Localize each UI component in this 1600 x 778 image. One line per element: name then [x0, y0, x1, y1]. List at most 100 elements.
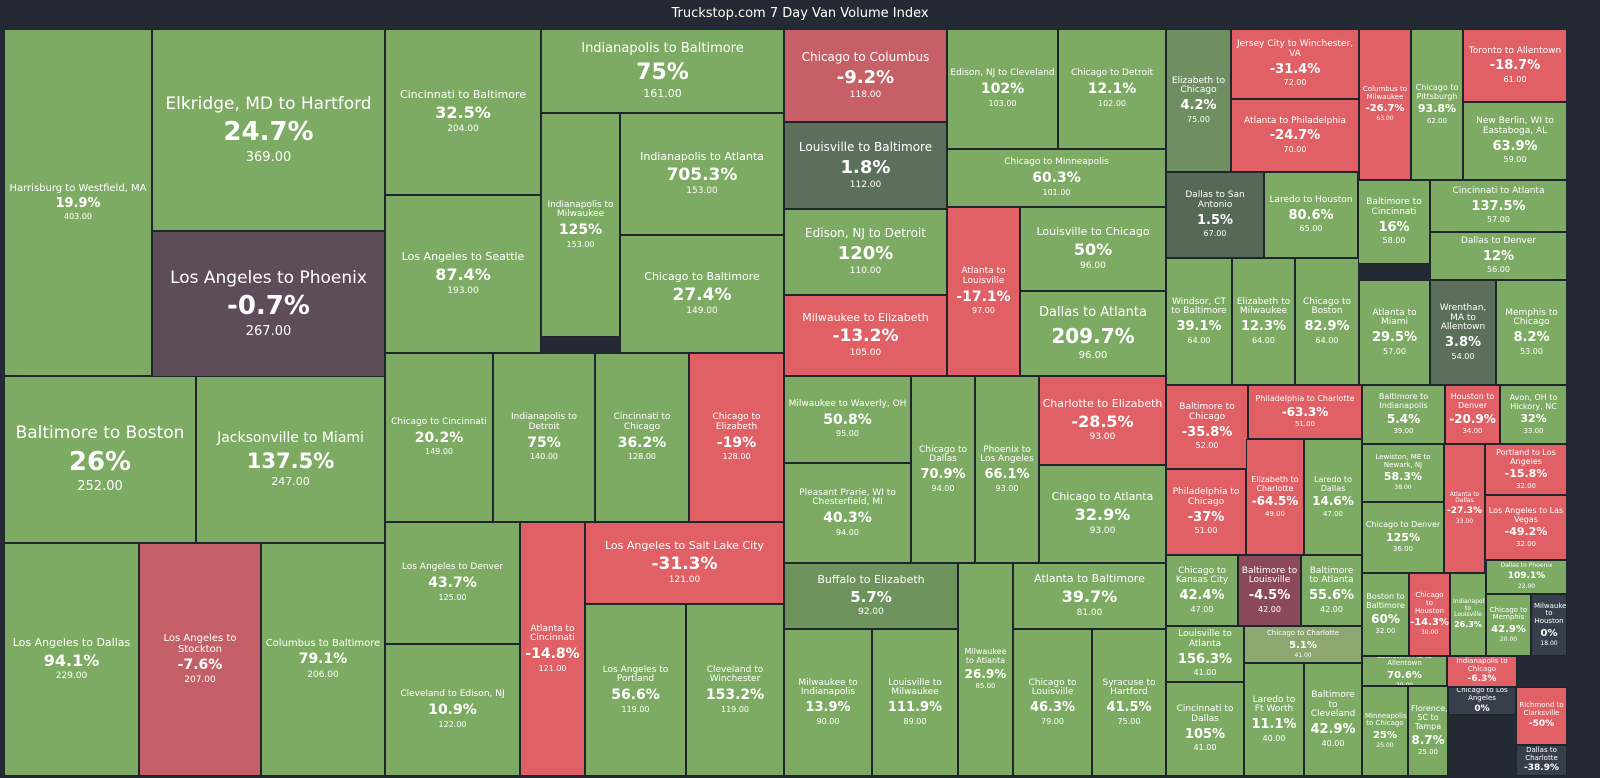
tile-minneapolis-to-chicago[interactable]: Minneapolis to Chicago 25% 25.00: [1362, 686, 1408, 776]
tile-toronto-to-allentown[interactable]: Toronto to Allentown -18.7% 61.00: [1463, 29, 1567, 102]
tile-chicago-to-pittsburgh[interactable]: Chicago to Pittsburgh 93.8% 62.00: [1411, 29, 1463, 180]
tile-jersey-city-to-winchester-va[interactable]: Jersey City to Winchester, VA -31.4% 72.00: [1231, 29, 1359, 99]
tile-chicago-to-cincinnati[interactable]: Chicago to Cincinnati 20.2% 149.00: [385, 353, 493, 522]
tile-cleveland-to-winchester[interactable]: Cleveland to Winchester 153.2% 119.00: [686, 604, 784, 776]
tile-baltimore-to-cincinnati[interactable]: Baltimore to Cincinnati 16% 58.00: [1358, 180, 1430, 264]
tile-lewiston-me-to-newark-nj[interactable]: Lewiston, ME to Newark, NJ 58.3% 38.00: [1362, 444, 1444, 502]
tile-milwaukee-to-atlanta[interactable]: Milwaukee to Atlanta 26.9% 85.00: [958, 563, 1013, 776]
tile-atlanta-to-cincinnati[interactable]: Atlanta to Cincinnati -14.8% 121.00: [520, 522, 585, 776]
tile-baltimore-to-louisville[interactable]: Baltimore to Louisville -4.5% 42.00: [1238, 555, 1301, 626]
tile-atlanta-to-louisville[interactable]: Atlanta to Louisville -17.1% 97.00: [947, 207, 1020, 376]
tile-los-angeles-to-las-vegas[interactable]: Los Angeles to Las Vegas -49.2% 32.00: [1485, 495, 1567, 560]
tile-indianapolis-to-baltimore[interactable]: Indianapolis to Baltimore 75% 161.00: [541, 29, 784, 113]
tile-pleasant-prarie-wi-to-chesterfield-mi[interactable]: Pleasant Prarie, WI to Chesterfield, MI 4…: [784, 463, 911, 563]
tile-indianapolis-to-detroit[interactable]: Indianapolis to Detroit 75% 140.00: [493, 353, 595, 522]
tile-louisville-to-baltimore[interactable]: Louisville to Baltimore 1.8% 112.00: [784, 122, 947, 209]
tile-philadelphia-to-chicago[interactable]: Philadelphia to Chicago -37% 51.00: [1166, 469, 1246, 555]
tile-windsor-ct-to-baltimore[interactable]: Windsor, CT to Baltimore 39.1% 64.00: [1166, 258, 1232, 385]
tile-baltimore-to-boston[interactable]: Baltimore to Boston 26% 252.00: [4, 376, 196, 543]
tile-los-angeles-to-stockton[interactable]: Los Angeles to Stockton -7.6% 207.00: [139, 543, 261, 776]
tile-chicago-to-kansas-city[interactable]: Chicago to Kansas City 42.4% 47.00: [1166, 555, 1238, 626]
tile-milwaukee-to-waverly-oh[interactable]: Milwaukee to Waverly, OH 50.8% 95.00: [784, 376, 911, 463]
tile-phoenix-to-los-angeles[interactable]: Phoenix to Los Angeles 66.1% 93.00: [975, 376, 1039, 563]
tile-charlotte-to-elizabeth[interactable]: Charlotte to Elizabeth -28.5% 93.00: [1039, 376, 1166, 465]
tile-los-angeles-to-denver[interactable]: Los Angeles to Denver 43.7% 125.00: [385, 522, 520, 644]
tile-dallas-to-charlotte[interactable]: Dallas to Charlotte -38.9%: [1516, 745, 1567, 776]
tile-buffalo-to-elizabeth[interactable]: Buffalo to Elizabeth 5.7% 92.00: [784, 563, 958, 629]
tile-dallas-to-phoenix[interactable]: Dallas to Phoenix 109.1% 22.00: [1486, 560, 1567, 594]
tile-atlanta-to-dallas[interactable]: Atlanta to Dallas -27.3% 33.00: [1444, 444, 1485, 573]
tile-baltimore-to-chicago[interactable]: Baltimore to Chicago -35.8% 52.00: [1166, 385, 1248, 469]
tile-elizabeth-to-chicago[interactable]: Elizabeth to Chicago 4.2% 75.00: [1166, 29, 1231, 172]
tile-laredo-to-ft-worth[interactable]: Laredo to Ft Worth 11.1% 40.00: [1244, 663, 1304, 776]
tile-chicago-to-denver[interactable]: Chicago to Denver 125% 36.00: [1362, 502, 1444, 573]
tile-chicago-to-dallas[interactable]: Chicago to Dallas 70.9% 94.00: [911, 376, 975, 563]
tile-chicago-to-los-angeles[interactable]: Chicago to Los Angeles 0%: [1448, 687, 1516, 715]
tile-milwaukee-to-indianapolis[interactable]: Milwaukee to Indianapolis 13.9% 90.00: [784, 629, 872, 776]
tile-chicago-to-charlotte[interactable]: Chicago to Charlotte 5.1% 41.00: [1244, 626, 1362, 663]
tile-new-berlin-wi-to-eastaboga-al[interactable]: New Berlin, WI to Eastaboga, AL 63.9% 59.0…: [1463, 102, 1567, 180]
tile-chicago-to-columbus[interactable]: Chicago to Columbus -9.2% 118.00: [784, 29, 947, 122]
tile-louisville-to-milwaukee[interactable]: Louisville to Milwaukee 111.9% 89.00: [872, 629, 958, 776]
tile-indianapolis-to-atlanta[interactable]: Indianapolis to Atlanta 705.3% 153.00: [620, 113, 784, 235]
tile-dallas-to-atlanta[interactable]: Dallas to Atlanta 209.7% 96.00: [1020, 291, 1166, 376]
tile-avon-oh-to-hickory-nc[interactable]: Avon, OH to Hickory, NC 32% 33.00: [1500, 385, 1567, 444]
tile-cincinnati-to-atlanta[interactable]: Cincinnati to Atlanta 137.5% 57.00: [1430, 180, 1567, 232]
tile-wrenthan-ma-to-allentown[interactable]: Wrenthan, MA to Allentown 3.8% 54.00: [1430, 280, 1496, 385]
tile-elkridge-md-to-hartford[interactable]: Elkridge, MD to Hartford 24.7% 369.00: [152, 29, 385, 231]
tile-richmond-to-clarksville[interactable]: Richmond to Clarksville -50%: [1516, 687, 1567, 745]
tile-chicago-to-atlanta[interactable]: Chicago to Atlanta 32.9% 93.00: [1039, 465, 1166, 563]
tile-chicago-to-louisville[interactable]: Chicago to Louisville 46.3% 79.00: [1013, 629, 1092, 776]
tile-portland-to-los-angeles[interactable]: Portland to Los Angeles -15.8% 32.00: [1485, 444, 1567, 495]
tile-edison-nj-to-detroit[interactable]: Edison, NJ to Detroit 120% 110.00: [784, 209, 947, 295]
tile-baltimore-to-indianapolis[interactable]: Baltimore to Indianapolis 5.4% 39.00: [1362, 385, 1445, 444]
tile-louisville-to-atlanta[interactable]: Louisville to Atlanta 156.3% 41.00: [1166, 626, 1244, 682]
tile-los-angeles-to-seattle[interactable]: Los Angeles to Seattle 87.4% 193.00: [385, 195, 541, 353]
tile-change-percent: 63.9%: [1492, 138, 1538, 154]
tile-los-angeles-to-dallas[interactable]: Los Angeles to Dallas 94.1% 229.00: [4, 543, 139, 776]
tile-cincinnati-to-dallas[interactable]: Cincinnati to Dallas 105% 41.00: [1166, 682, 1244, 776]
tile-los-angeles-to-phoenix[interactable]: Los Angeles to Phoenix -0.7% 267.00: [152, 231, 385, 377]
tile-louisville-to-chicago[interactable]: Louisville to Chicago 50% 96.00: [1020, 207, 1166, 291]
tile-laredo-to-dallas[interactable]: Laredo to Dallas 14.6% 47.00: [1304, 439, 1362, 555]
tile-cleveland-to-edison-nj[interactable]: Cleveland to Edison, NJ 10.9% 122.00: [385, 644, 520, 776]
tile-harrisburg-to-westfield-ma[interactable]: Harrisburg to Westfield, MA 19.9% 403.00: [4, 29, 152, 376]
tile-milwaukee-to-elizabeth[interactable]: Milwaukee to Elizabeth -13.2% 105.00: [784, 295, 947, 376]
tile-baltimore-to-atlanta[interactable]: Baltimore to Atlanta 55.6% 42.00: [1301, 555, 1362, 626]
tile-chicago-to-boston[interactable]: Chicago to Boston 82.9% 64.00: [1295, 258, 1359, 385]
tile-indianapolis-to-milwaukee[interactable]: Indianapolis to Milwaukee 125% 153.00: [541, 113, 620, 337]
tile-chicago-to-elizabeth[interactable]: Chicago to Elizabeth -19% 128.00: [689, 353, 784, 522]
tile-chicago-to-minneapolis[interactable]: Chicago to Minneapolis 60.3% 101.00: [947, 149, 1166, 207]
tile-chicago-to-houston[interactable]: Chicago to Houston -14.3% 30.00: [1409, 573, 1450, 656]
tile-florence-sc-to-tampa[interactable]: Florence, SC to Tampa 8.7% 25.00: [1408, 686, 1448, 776]
tile-cincinnati-to-chicago[interactable]: Cincinnati to Chicago 36.2% 128.00: [595, 353, 689, 522]
tile-houston-to-denver[interactable]: Houston to Denver -20.9% 34.00: [1445, 385, 1500, 444]
tile-cincinnati-to-baltimore[interactable]: Cincinnati to Baltimore 32.5% 204.00: [385, 29, 541, 195]
tile-columbus-to-milwaukee[interactable]: Columbus to Milwaukee -26.7% 63.00: [1359, 29, 1411, 180]
tile-dallas-to-san-antonio[interactable]: Dallas to San Antonio 1.5% 67.00: [1166, 172, 1264, 258]
tile-columbus-to-baltimore[interactable]: Columbus to Baltimore 79.1% 206.00: [261, 543, 385, 776]
tile-atlanta-to-philadelphia[interactable]: Atlanta to Philadelphia -24.7% 70.00: [1231, 99, 1359, 172]
tile-syracuse-to-hartford[interactable]: Syracuse to Hartford 41.5% 75.00: [1092, 629, 1166, 776]
tile-chicago-to-detroit[interactable]: Chicago to Detroit 12.1% 102.00: [1058, 29, 1166, 149]
tile-dallas-to-denver[interactable]: Dallas to Denver 12% 56.00: [1430, 232, 1567, 280]
tile-elizabeth-to-milwaukee[interactable]: Elizabeth to Milwaukee 12.3% 64.00: [1232, 258, 1295, 385]
tile-edison-nj-to-cleveland[interactable]: Edison, NJ to Cleveland 102% 103.00: [947, 29, 1058, 149]
tile-jacksonville-to-miami[interactable]: Jacksonville to Miami 137.5% 247.00: [196, 376, 385, 543]
tile-los-angeles-to-salt-lake-city[interactable]: Los Angeles to Salt Lake City -31.3% 121.0…: [585, 522, 784, 604]
tile-atlanta-to-miami[interactable]: Atlanta to Miami 29.5% 57.00: [1359, 280, 1430, 385]
tile-memphis-to-chicago[interactable]: Memphis to Chicago 8.2% 53.00: [1496, 280, 1567, 385]
tile-boston-to-baltimore[interactable]: Boston to Baltimore 60% 32.00: [1362, 573, 1409, 656]
tile-chicago-to-memphis[interactable]: Chicago to Memphis 42.9% 20.00: [1486, 594, 1531, 656]
tile-chicago-to-baltimore[interactable]: Chicago to Baltimore 27.4% 149.00: [620, 235, 784, 353]
tile-los-angeles-to-portland[interactable]: Los Angeles to Portland 56.6% 119.00: [585, 604, 686, 776]
tile-atlanta-to-baltimore[interactable]: Atlanta to Baltimore 39.7% 81.00: [1013, 563, 1166, 629]
tile-indianapolis-to-chicago[interactable]: Indianapolis to Chicago -6.3%: [1447, 656, 1517, 687]
tile-elizabeth-to-charlotte[interactable]: Elizabeth to Charlotte -64.5% 49.00: [1246, 439, 1304, 555]
tile-laredo-to-houston[interactable]: Laredo to Houston 80.6% 65.00: [1264, 172, 1358, 258]
tile-indianapolis-to-louisville[interactable]: Indianapolis to Louisville 26.3%: [1450, 573, 1486, 656]
tile-baltimore-to-cleveland[interactable]: Baltimore to Cleveland 42.9% 40.00: [1304, 663, 1362, 776]
tile-philadelphia-to-charlotte[interactable]: Philadelphia to Charlotte -63.3% 51.00: [1248, 385, 1362, 439]
